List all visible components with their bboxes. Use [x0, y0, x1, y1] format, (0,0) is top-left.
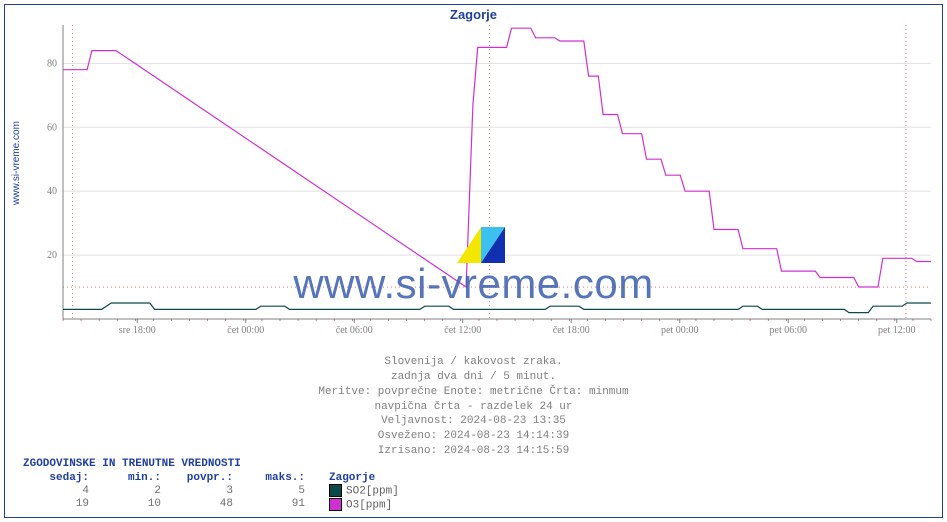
svg-text:sre 18:00: sre 18:00: [119, 325, 156, 336]
line-chart: 20 40 60 80 sre 18:00 čet 00:00 čet 06:00 čet 1…: [35, 23, 935, 343]
stats-block: ZGODOVINSKE IN TRENUTNE VREDNOSTI sedaj:…: [23, 458, 405, 511]
chart-description: Slovenija / kakovost zraka.zadnja dva dn…: [5, 355, 942, 459]
svg-text:čet 12:00: čet 12:00: [444, 325, 481, 336]
svg-text:čet 06:00: čet 06:00: [336, 325, 373, 336]
desc-line: zadnja dva dni / 5 minut.: [5, 370, 942, 385]
chart-title: Zagorje: [5, 7, 942, 22]
series-label-cell: SO2[ppm]: [311, 484, 405, 497]
svg-text:pet 06:00: pet 06:00: [770, 325, 808, 336]
svg-text:80: 80: [47, 58, 57, 69]
table-row: 19104891O3[ppm]: [23, 498, 405, 511]
table-row: 4235SO2[ppm]: [23, 484, 405, 497]
legend-swatch: [329, 484, 342, 497]
stats-cell: 3: [167, 484, 239, 497]
series-label-cell: O3[ppm]: [311, 498, 405, 511]
svg-text:60: 60: [47, 122, 57, 133]
stats-table: sedaj:min.:povpr.:maks.:Zagorje4235SO2[p…: [23, 472, 405, 511]
desc-line: Veljavnost: 2024-08-23 13:35: [5, 414, 942, 429]
stats-header: povpr.:: [167, 472, 239, 484]
desc-line: Izrisano: 2024-08-23 14:15:59: [5, 444, 942, 459]
stats-cell: 19: [23, 498, 95, 511]
svg-text:pet 00:00: pet 00:00: [661, 325, 699, 336]
stats-cell: 48: [167, 498, 239, 511]
stats-cell: 2: [95, 484, 167, 497]
stats-title: ZGODOVINSKE IN TRENUTNE VREDNOSTI: [23, 458, 405, 470]
svg-text:20: 20: [47, 250, 57, 261]
svg-text:pet 12:00: pet 12:00: [878, 325, 916, 336]
side-site-label: www.si-vreme.com: [11, 121, 22, 205]
legend-swatch: [329, 498, 342, 511]
stats-header: sedaj:: [23, 472, 95, 484]
desc-line: Slovenija / kakovost zraka.: [5, 355, 942, 370]
stats-cell: 5: [239, 484, 311, 497]
stats-cell: 4: [23, 484, 95, 497]
desc-line: Meritve: povprečne Enote: metrične Črta:…: [5, 385, 942, 400]
desc-line: navpična črta - razdelek 24 ur: [5, 400, 942, 415]
chart-card: Zagorje www.si-vreme.com 20 40 60 80 sre 18:…: [4, 4, 943, 518]
svg-text:čet 00:00: čet 00:00: [227, 325, 264, 336]
stats-header: Zagorje: [311, 472, 405, 484]
stats-cell: 91: [239, 498, 311, 511]
desc-line: Osveženo: 2024-08-23 14:14:39: [5, 429, 942, 444]
stats-cell: 10: [95, 498, 167, 511]
svg-text:čet 18:00: čet 18:00: [553, 325, 590, 336]
stats-header: min.:: [95, 472, 167, 484]
stats-header: maks.:: [239, 472, 311, 484]
svg-text:40: 40: [47, 186, 57, 197]
